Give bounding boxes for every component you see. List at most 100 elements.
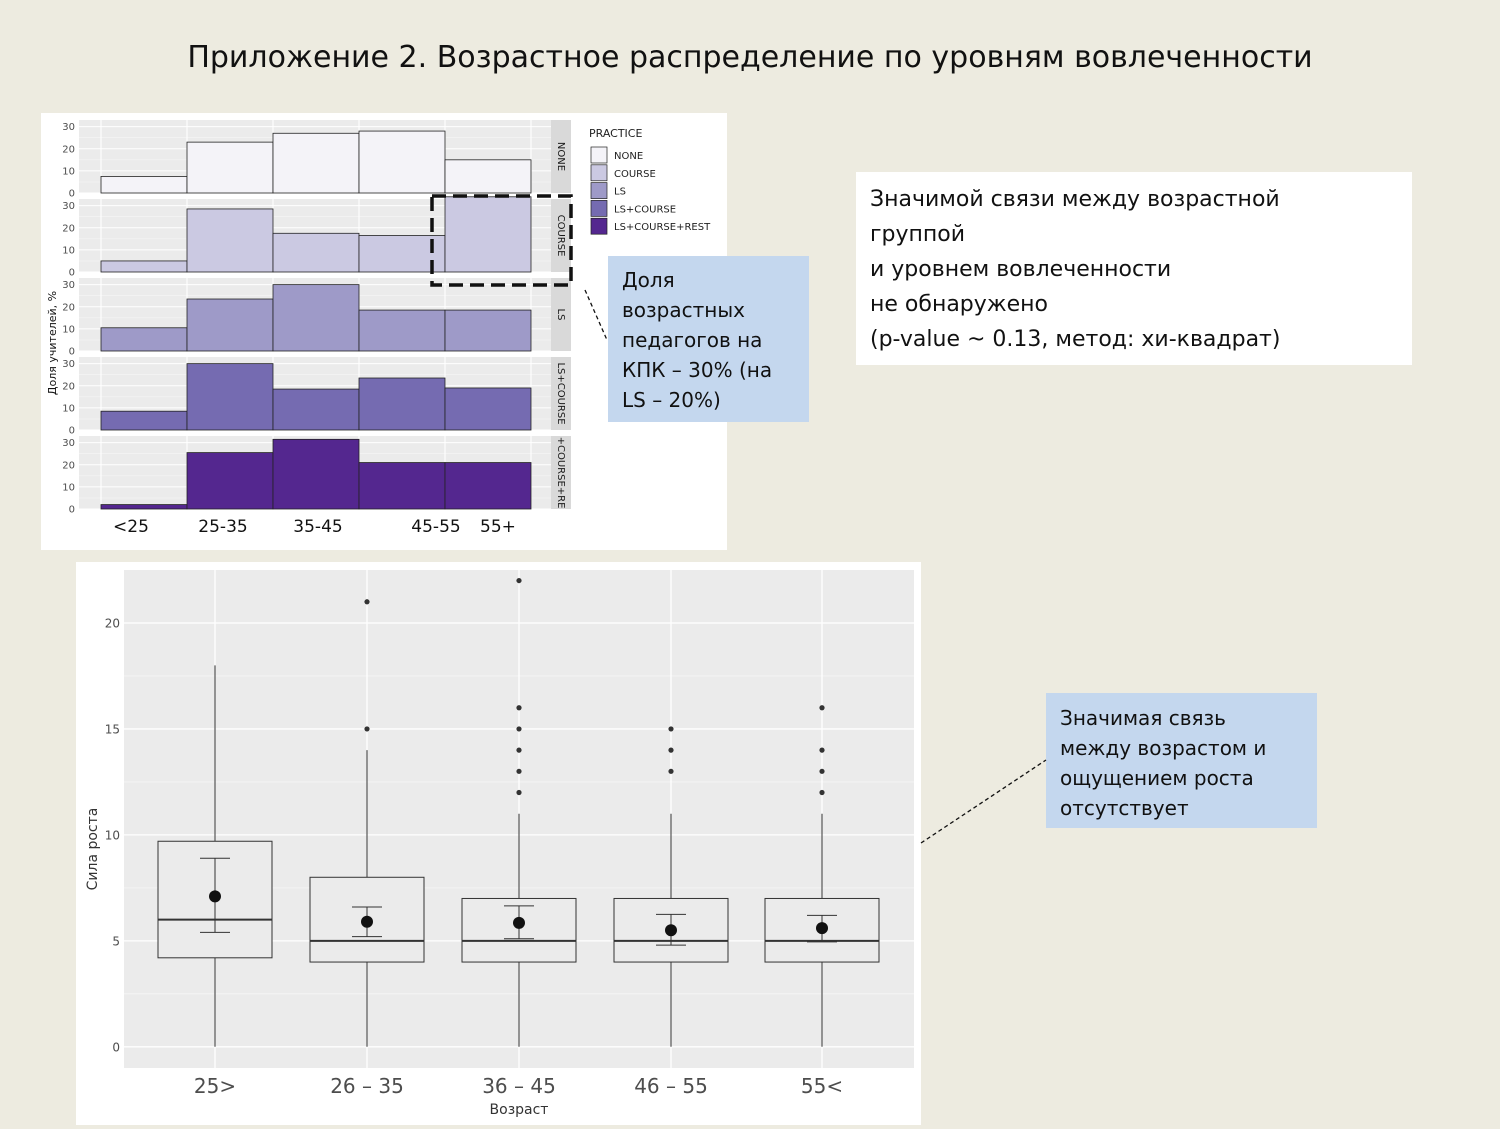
histogram-bar — [186, 298, 274, 352]
histogram-bar — [100, 260, 188, 273]
histogram-bar — [358, 462, 446, 510]
x-axis-title: Возраст — [490, 1102, 549, 1118]
y-tick-label: 30 — [62, 280, 75, 291]
y-tick-label: 5 — [112, 934, 120, 948]
x-category-label: <25 — [113, 517, 149, 537]
histogram-bar — [100, 327, 188, 352]
legend-swatch — [590, 164, 608, 182]
x-category-label: 25-35 — [198, 517, 247, 537]
callout-connector — [920, 759, 1047, 844]
y-tick-label: 10 — [62, 245, 75, 256]
histogram-panel: 0 10 20 30 NONE 0 10 20 30 COURSE 0 10 20 30 LS 0 10 20 30… — [41, 113, 727, 550]
legend-swatch — [590, 182, 608, 199]
y-tick-label: 15 — [105, 722, 120, 736]
mean-point — [513, 916, 525, 929]
histogram-bar — [444, 462, 532, 510]
facet-strip-label: +COURSE+RE — [555, 437, 566, 509]
significance-line: и уровнем вовлеченности — [870, 257, 1172, 282]
histogram-bar — [186, 363, 274, 431]
histogram-bar — [272, 388, 360, 431]
outlier-point — [668, 747, 674, 753]
x-category-label: 55< — [801, 1074, 843, 1098]
y-tick-label: 0 — [69, 426, 75, 437]
facet-strip-label: COURSE — [555, 215, 566, 257]
legend-swatch — [590, 146, 608, 164]
facet-strip — [551, 120, 571, 193]
histogram-bar — [444, 309, 532, 352]
mean-point — [209, 890, 221, 903]
y-tick-label: 20 — [105, 616, 120, 630]
y-tick-label: 30 — [62, 201, 75, 212]
y-tick-label: 10 — [105, 828, 120, 842]
y-tick-label: 10 — [62, 403, 75, 414]
outlier-point — [668, 768, 674, 774]
y-tick-label: 10 — [62, 166, 75, 177]
legend-swatch — [590, 217, 608, 235]
facet-strip — [551, 278, 571, 351]
y-tick-label: 30 — [62, 438, 75, 449]
y-axis-title: Доля учителей, % — [46, 291, 59, 395]
histogram-bar — [186, 141, 274, 194]
boxplot-chart: 0 5 10 15 20 25> 26 – 35 36 – 45 46 – 55 55< Возра… — [85, 570, 914, 1118]
outlier-point — [668, 726, 674, 732]
y-tick-label: 0 — [69, 268, 75, 279]
histogram-bar — [358, 235, 446, 273]
legend-label: LS+COURSE+REST — [614, 222, 711, 233]
y-tick-label: 0 — [69, 347, 75, 358]
y-tick-label: 20 — [62, 302, 75, 313]
x-category-label: 45-55 — [411, 517, 460, 537]
outlier-point — [364, 726, 370, 732]
outlier-point — [819, 747, 825, 753]
histogram-bar — [444, 159, 532, 194]
y-tick-label: 20 — [62, 223, 75, 234]
significance-line: группой — [870, 222, 966, 247]
x-category-label: 36 – 45 — [482, 1074, 556, 1098]
histogram-bar — [272, 132, 360, 194]
y-tick-label: 30 — [62, 359, 75, 370]
histogram-bar — [358, 130, 446, 194]
y-tick-label: 20 — [62, 381, 75, 392]
significance-line: не обнаружено — [870, 292, 1048, 317]
histogram-bar — [100, 176, 188, 194]
legend-title: PRACTICE — [589, 127, 642, 140]
histogram-bar — [444, 387, 532, 431]
histogram-bar — [186, 452, 274, 510]
outlier-point — [516, 768, 522, 774]
outlier-point — [819, 768, 825, 774]
outlier-point — [516, 577, 522, 584]
histogram-bar — [358, 377, 446, 431]
y-tick-label: 30 — [62, 122, 75, 133]
facet-strip — [551, 436, 571, 509]
boxplot-panel: 0 5 10 15 20 25> 26 – 35 36 – 45 46 – 55 55< Возра… — [76, 562, 921, 1125]
facet-strip-label: LS+COURSE — [555, 362, 566, 424]
histogram-bar — [272, 284, 360, 352]
x-category-label: 35-45 — [293, 517, 342, 537]
outlier-point — [819, 789, 825, 796]
x-category-label: 46 – 55 — [634, 1074, 708, 1098]
y-tick-label: 0 — [112, 1040, 120, 1054]
legend-label: NONE — [614, 151, 643, 162]
histogram-bar — [100, 504, 188, 510]
mean-point — [665, 924, 677, 937]
significance-line: Значимой связи между возрастной — [870, 187, 1280, 212]
significance-note: Значимой связи между возрастной группой … — [856, 172, 1412, 365]
histogram-bar — [444, 196, 532, 273]
y-tick-label: 10 — [62, 482, 75, 493]
facet-strip — [551, 357, 571, 430]
histogram-callout: Доля возрастных педагогов на КПК – 30% (… — [608, 256, 809, 422]
outlier-point — [516, 726, 522, 732]
facet-strip-label: NONE — [555, 142, 566, 171]
y-tick-label: 10 — [62, 324, 75, 335]
y-tick-label: 0 — [69, 505, 75, 516]
y-tick-label: 20 — [62, 460, 75, 471]
outlier-point — [516, 705, 522, 711]
legend-label: COURSE — [614, 169, 656, 180]
histogram-bar — [186, 208, 274, 273]
legend-swatch — [590, 200, 608, 217]
histogram-bar — [100, 410, 188, 431]
outlier-point — [819, 705, 825, 711]
histogram-bar — [272, 438, 360, 510]
boxplot-callout: Значимая связь между возрастом и ощущени… — [1046, 693, 1317, 828]
histogram-bar — [272, 232, 360, 273]
y-tick-label: 0 — [69, 189, 75, 200]
